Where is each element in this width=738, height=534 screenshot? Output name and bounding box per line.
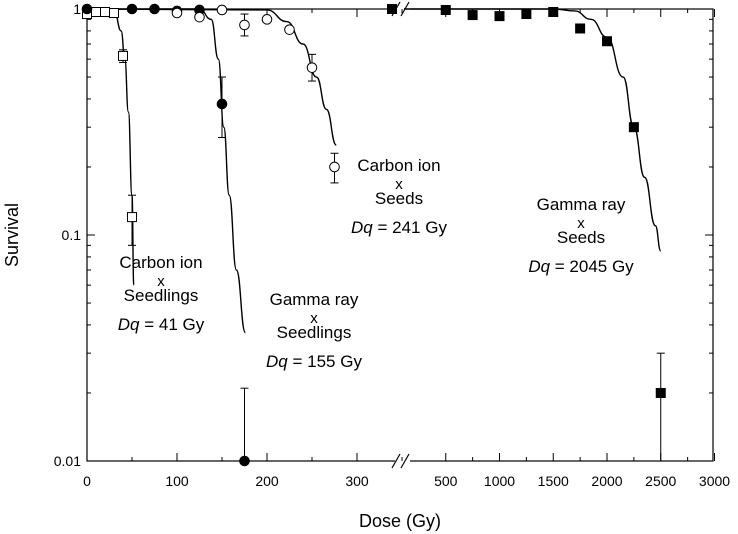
dq-symbol: Dq: [351, 218, 373, 237]
data-point-open-square: [100, 6, 110, 17]
fit-curve-4: [404, 8, 662, 252]
data-point-open-circle: [216, 4, 228, 16]
tick-labels: 0 100 200 300 500 1000 1500 2000 2500 3000 0.01 0.1…: [54, 1, 731, 489]
y-tick-label: 1: [73, 1, 81, 17]
data-point-filled-circle: [239, 455, 250, 467]
data-point-open-circle: [284, 24, 295, 35]
data-point-filled-square: [602, 36, 612, 47]
dq-symbol: Dq: [528, 257, 550, 276]
annotation-x: x: [310, 310, 318, 327]
data-point-filled-circle: [81, 3, 93, 15]
dq-value: = 41 Gy: [140, 315, 205, 334]
data-point-filled-square: [521, 9, 532, 20]
x-tick-label: 200: [255, 473, 279, 489]
data-point-filled-square: [440, 4, 451, 15]
data-point-open-square: [127, 212, 137, 223]
annotation-line: Seeds: [375, 189, 423, 208]
dq-value: = 155 Gy: [288, 352, 363, 371]
annotation-line: Seedlings: [277, 323, 352, 342]
data-point-open-square: [109, 8, 119, 19]
data-point-open-square: [91, 6, 101, 17]
x-tick-label: 500: [434, 473, 458, 489]
data-point-open-circle: [261, 14, 273, 25]
fit-curve-3: [87, 8, 337, 146]
annotation-dq: Dq = 241 Gy: [351, 218, 447, 237]
x-tick-label: 3000: [699, 473, 730, 489]
annotation-dq: Dq = 41 Gy: [118, 315, 205, 334]
annotation-dq: Dq = 2045 Gy: [528, 257, 634, 276]
annotation-x: x: [395, 176, 403, 193]
x-tick-label: 1000: [484, 473, 515, 489]
break-slash: [391, 453, 401, 469]
data-point-open-circle: [171, 7, 183, 19]
x-tick-label: 0: [83, 473, 91, 489]
annotation-x: x: [157, 273, 165, 290]
data-point-filled-square: [548, 6, 559, 17]
fit-curve-2: [87, 8, 247, 334]
annotation-line: Gamma ray: [270, 290, 359, 309]
annotation-line: Seeds: [557, 228, 605, 247]
data-point-filled-square: [467, 10, 478, 21]
y-tick-label: 0.01: [54, 453, 81, 469]
data-point-filled-circle: [149, 3, 160, 15]
annotation-dq: Dq = 155 Gy: [266, 352, 362, 371]
data-point-filled-square: [494, 11, 505, 22]
dq-value: = 2045 Gy: [550, 257, 634, 276]
annotation-line: Seedlings: [124, 286, 199, 305]
data-point-open-circle: [239, 19, 250, 31]
x-tick-label: 2500: [645, 473, 676, 489]
x-tick-label: 100: [165, 473, 189, 489]
data-point-filled-square: [655, 387, 666, 398]
y-axis-title: Survival: [2, 203, 22, 267]
annotation-line: Carbon ion: [357, 156, 440, 175]
data-point-filled-square: [575, 23, 586, 34]
x-axis-title: Dose (Gy): [359, 511, 441, 531]
data-point-open-circle: [329, 161, 340, 173]
data-point-filled-square: [628, 122, 639, 133]
data-point-open-circle: [194, 11, 205, 23]
data-point-filled-circle: [216, 98, 228, 110]
data-points: [81, 3, 666, 467]
fit-curve-1: [87, 8, 135, 286]
data-point-filled-square: [387, 4, 397, 14]
annotation-line: Carbon ion: [119, 253, 202, 272]
x-tick-label: 300: [345, 473, 369, 489]
annotation-line: Gamma ray: [537, 195, 626, 214]
x-tick-label: 2000: [591, 473, 622, 489]
dq-symbol: Dq: [266, 352, 288, 371]
data-point-open-circle: [306, 62, 318, 73]
data-point-filled-circle: [126, 3, 138, 15]
y-tick-label: 0.1: [62, 227, 82, 243]
dq-value: = 241 Gy: [373, 218, 448, 237]
x-tick-label: 1500: [538, 473, 569, 489]
annotation-x: x: [577, 215, 585, 232]
dq-symbol: Dq: [118, 315, 140, 334]
break-slash: [400, 453, 410, 469]
data-point-open-square: [118, 50, 128, 61]
